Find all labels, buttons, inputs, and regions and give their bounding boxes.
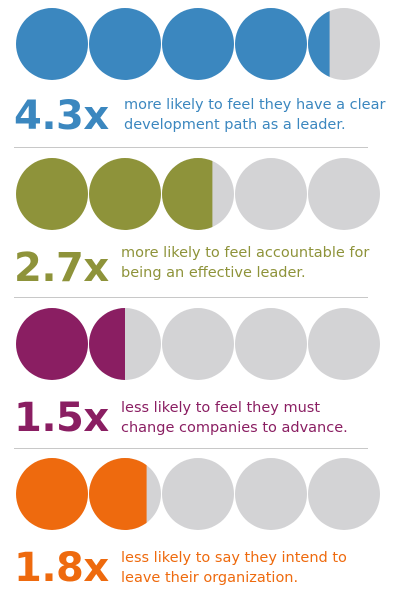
circle-2-1 bbox=[16, 158, 88, 230]
circle-2-4 bbox=[235, 158, 307, 230]
description-1-line-1: more likely to feel they have a clear bbox=[124, 97, 386, 113]
divider-3 bbox=[14, 448, 368, 449]
stat-section-3: 1.5x less likely to feel they must chang… bbox=[0, 300, 400, 450]
stat-section-1: 4.3x more likely to feel they have a cle… bbox=[0, 0, 400, 150]
description-1-line-2: development path as a leader. bbox=[124, 117, 346, 133]
circle-1-4 bbox=[235, 8, 307, 80]
circle-4-1 bbox=[16, 458, 88, 530]
stat-section-4: 1.8x less likely to say they intend to l… bbox=[0, 450, 400, 600]
divider-1 bbox=[14, 147, 368, 148]
description-1: more likely to feel they have a clear de… bbox=[124, 95, 385, 135]
description-4-line-2: leave their organization. bbox=[121, 570, 299, 586]
circle-1-5 bbox=[308, 8, 380, 80]
multiplier-4: 1.8x bbox=[14, 545, 109, 591]
circle-3-2 bbox=[89, 308, 161, 380]
circles-row-2 bbox=[16, 158, 380, 230]
circle-1-2 bbox=[89, 8, 161, 80]
circle-4-2 bbox=[89, 458, 161, 530]
circle-4-4 bbox=[235, 458, 307, 530]
circle-2-2 bbox=[89, 158, 161, 230]
multiplier-2: 2.7x bbox=[14, 245, 109, 291]
description-2-line-2: being an effective leader. bbox=[121, 265, 306, 281]
circles-row-3 bbox=[16, 308, 380, 380]
description-2: more likely to feel accountable for bein… bbox=[121, 243, 369, 283]
circle-3-3 bbox=[162, 308, 234, 380]
description-3-line-1: less likely to feel they must bbox=[121, 400, 321, 416]
description-4: less likely to say they intend to leave … bbox=[121, 548, 347, 588]
circle-2-3 bbox=[162, 158, 234, 230]
stat-section-2: 2.7x more likely to feel accountable for… bbox=[0, 150, 400, 300]
circle-2-5 bbox=[308, 158, 380, 230]
description-3: less likely to feel they must change com… bbox=[121, 398, 348, 438]
circle-3-5 bbox=[308, 308, 380, 380]
circle-4-5 bbox=[308, 458, 380, 530]
circles-row-1 bbox=[16, 8, 380, 80]
multiplier-3: 1.5x bbox=[14, 395, 109, 441]
circle-1-1 bbox=[16, 8, 88, 80]
circle-4-3 bbox=[162, 458, 234, 530]
description-3-line-2: change companies to advance. bbox=[121, 420, 348, 436]
circle-3-4 bbox=[235, 308, 307, 380]
circle-3-1 bbox=[16, 308, 88, 380]
circle-1-3 bbox=[162, 8, 234, 80]
multiplier-1: 4.3x bbox=[14, 93, 109, 139]
description-4-line-1: less likely to say they intend to bbox=[121, 550, 347, 566]
description-2-line-1: more likely to feel accountable for bbox=[121, 245, 370, 261]
circles-row-4 bbox=[16, 458, 380, 530]
divider-2 bbox=[14, 297, 368, 298]
